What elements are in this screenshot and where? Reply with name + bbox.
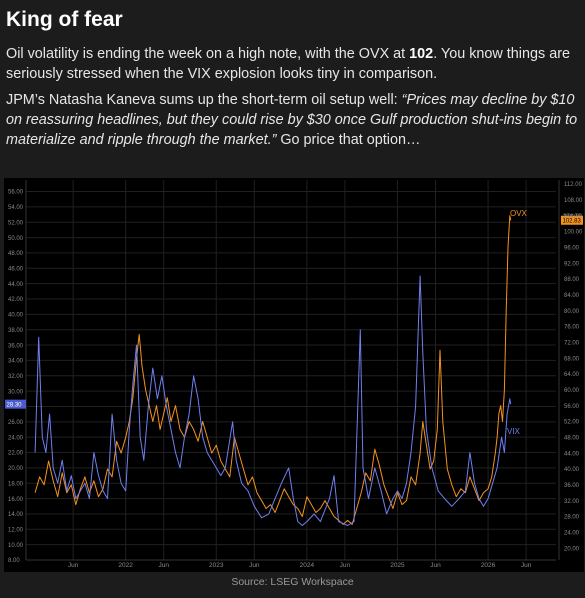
right-axis-tick-label: 84.00 bbox=[564, 293, 580, 299]
x-tick-label: Jun bbox=[430, 562, 441, 569]
right-axis-tick-label: 56.00 bbox=[564, 404, 580, 410]
intro-text-after: . You know things are seriously stressed… bbox=[6, 46, 570, 82]
x-tick-label: 2026 bbox=[481, 562, 496, 569]
right-axis-tick-label: 52.00 bbox=[564, 420, 580, 426]
page-title: King of fear bbox=[6, 8, 123, 31]
right-axis-tick-label: 36.00 bbox=[564, 483, 580, 489]
quote-intro: JPM’s Natasha Kaneva sums up the short-t… bbox=[6, 92, 402, 108]
intro-paragraph: Oil volatility is ending the week on a h… bbox=[6, 44, 580, 84]
right-axis-tick-label: 80.00 bbox=[564, 309, 580, 315]
right-axis-tick-label: 48.00 bbox=[564, 435, 580, 441]
left-axis-tick-label: 22.00 bbox=[8, 451, 24, 457]
series-label-vix: VIX bbox=[507, 427, 521, 436]
source-caption: Source: LSEG Workspace bbox=[231, 576, 354, 588]
intro-text-before: Oil volatility is ending the week on a h… bbox=[6, 46, 410, 62]
quote-outro: Go price that option… bbox=[276, 132, 421, 148]
x-tick-label: Jun bbox=[521, 562, 532, 569]
right-axis-tick-label: 24.00 bbox=[564, 530, 580, 536]
left-axis-tick-label: 38.00 bbox=[8, 328, 24, 334]
x-tick-label: 2023 bbox=[209, 562, 224, 569]
right-axis-tick-label: 64.00 bbox=[564, 372, 580, 378]
right-axis-tick-label: 100.00 bbox=[564, 230, 583, 236]
right-axis-tick-label: 92.00 bbox=[564, 261, 580, 267]
quote-paragraph: JPM’s Natasha Kaneva sums up the short-t… bbox=[6, 90, 580, 150]
left-axis-tick-label: 30.00 bbox=[8, 389, 24, 395]
vix-last-value-label: 28.30 bbox=[7, 402, 23, 408]
right-axis-tick-label: 88.00 bbox=[564, 277, 580, 283]
left-axis-tick-label: 18.00 bbox=[8, 481, 24, 487]
x-tick-label: 2025 bbox=[390, 562, 405, 569]
left-axis-tick-label: 24.00 bbox=[8, 435, 24, 441]
x-tick-label: 2024 bbox=[300, 562, 315, 569]
right-axis-tick-label: 68.00 bbox=[564, 356, 580, 362]
x-tick-label: 2022 bbox=[118, 562, 133, 569]
right-axis-tick-label: 76.00 bbox=[564, 325, 580, 331]
right-axis-tick-label: 108.00 bbox=[564, 198, 583, 204]
series-label-ovx: OVX bbox=[510, 209, 528, 218]
left-axis-tick-label: 42.00 bbox=[8, 297, 24, 303]
left-axis-tick-label: 56.00 bbox=[8, 190, 24, 196]
left-axis-tick-label: 12.00 bbox=[8, 527, 24, 533]
left-axis-tick-label: 14.00 bbox=[8, 512, 24, 518]
left-axis-tick-label: 46.00 bbox=[8, 266, 24, 272]
quote-text: “Prices may decline by $10 on reassuring… bbox=[6, 92, 578, 148]
ovx-last-value-label: 102.83 bbox=[563, 219, 582, 225]
x-tick-label: Jun bbox=[340, 562, 351, 569]
series-line-vix bbox=[34, 275, 512, 526]
x-tick-label: Jun bbox=[249, 562, 260, 569]
x-tick-label: Jun bbox=[158, 562, 169, 569]
vix-last-value-tag bbox=[5, 399, 26, 409]
left-axis-tick-label: 16.00 bbox=[8, 497, 24, 503]
right-axis-tick-label: 60.00 bbox=[564, 388, 580, 394]
left-axis-tick-label: 32.00 bbox=[8, 374, 24, 380]
ovx-last-value-tag bbox=[561, 215, 583, 225]
series-line-ovx bbox=[34, 215, 512, 525]
right-axis-tick-label: 112.00 bbox=[564, 182, 583, 188]
ovx-secondary-value-label: 104.00 bbox=[563, 214, 582, 220]
left-axis-tick-label: 26.00 bbox=[8, 420, 24, 426]
left-axis-tick-label: 40.00 bbox=[8, 313, 24, 319]
right-axis-tick-label: 20.00 bbox=[564, 546, 580, 552]
left-axis-tick-label: 52.00 bbox=[8, 220, 24, 226]
chart-background bbox=[4, 178, 584, 572]
left-axis-tick-label: 8.00 bbox=[8, 558, 20, 564]
left-axis-tick-label: 20.00 bbox=[8, 466, 24, 472]
left-axis-tick-label: 44.00 bbox=[8, 282, 24, 288]
volatility-chart: Jun 2022 Jun 2023 Jun 2024 Jun 2025 Jun 2026 Jun 8.… bbox=[4, 178, 584, 572]
chart-container: Jun 2022 Jun 2023 Jun 2024 Jun 2025 Jun 2026 Jun 8.… bbox=[4, 178, 584, 572]
left-axis-tick-label: 50.00 bbox=[8, 236, 24, 242]
right-axis-tick-label: 32.00 bbox=[564, 499, 580, 505]
ovx-value: 102 bbox=[409, 46, 434, 62]
left-axis-tick-label: 36.00 bbox=[8, 343, 24, 349]
left-axis-tick-label: 54.00 bbox=[8, 205, 24, 211]
right-axis-tick-label: 40.00 bbox=[564, 467, 580, 473]
x-tick-label: Jun bbox=[68, 562, 79, 569]
right-axis-tick-label: 44.00 bbox=[564, 451, 580, 457]
left-axis-tick-label: 10.00 bbox=[8, 543, 24, 549]
right-axis-tick-label: 72.00 bbox=[564, 340, 580, 346]
right-axis-tick-label: 96.00 bbox=[564, 245, 580, 251]
left-axis-tick-label: 48.00 bbox=[8, 251, 24, 257]
left-axis-tick-label: 34.00 bbox=[8, 359, 24, 365]
right-axis-tick-label: 28.00 bbox=[564, 515, 580, 521]
